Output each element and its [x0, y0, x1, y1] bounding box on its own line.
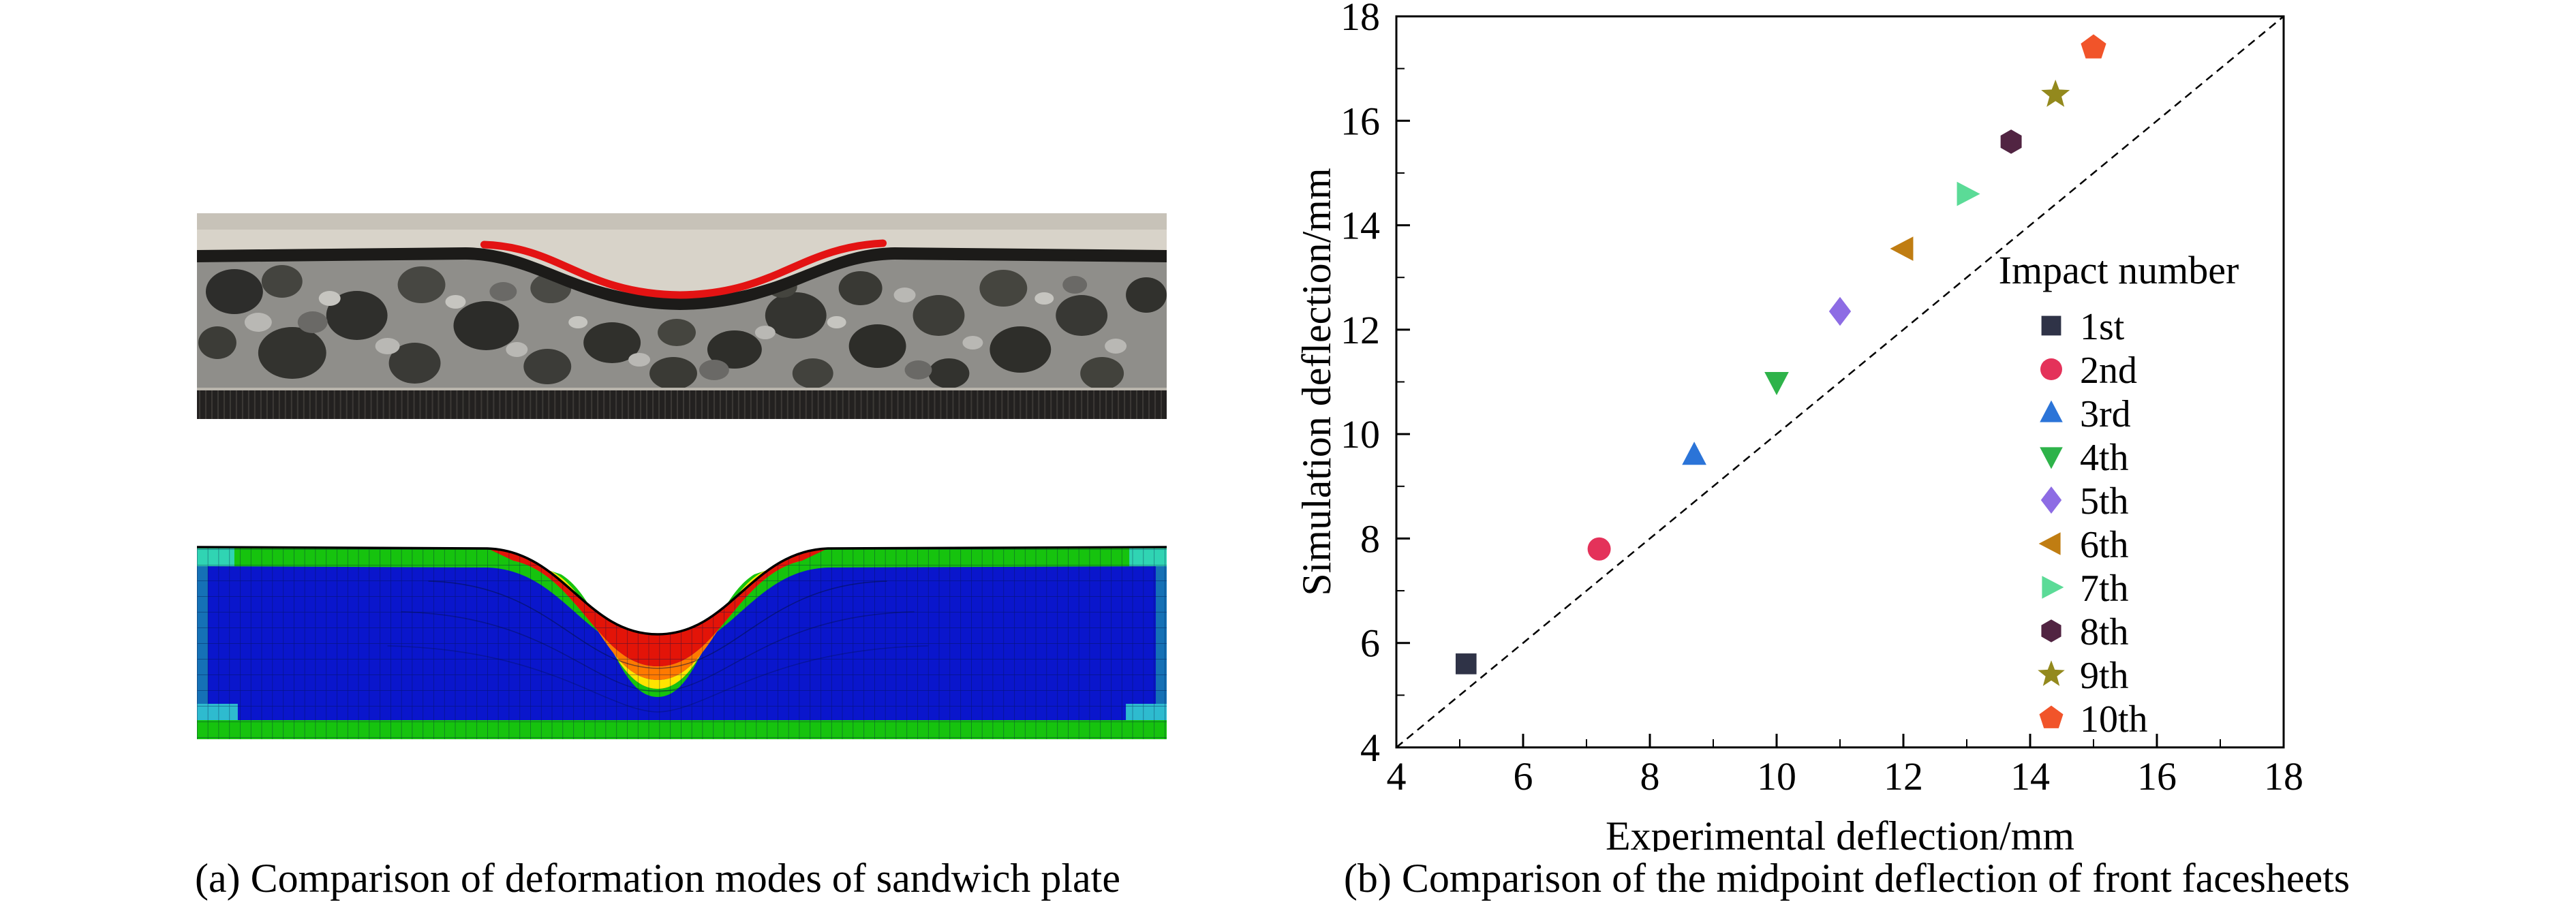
y-tick-label: 16: [1340, 99, 1380, 143]
experiment-photo: [197, 213, 1167, 419]
y-tick-label: 6: [1360, 621, 1380, 666]
bottom-facesheet: [197, 388, 1167, 419]
triangle-down-marker: [1764, 372, 1789, 396]
y-axis-title: Simulation deflection/mm: [1294, 168, 1339, 595]
axes-ticks: 4 6 8 10 12 14 16 18 4 6 8 10 12 14 16 18: [1340, 0, 2303, 798]
x-tick-label: 4: [1387, 754, 1407, 798]
hexagon-marker: [2041, 619, 2061, 642]
legend-label: 8th: [2080, 611, 2129, 653]
x-tick-label: 16: [2137, 754, 2177, 798]
y-tick-label: 8: [1360, 516, 1380, 561]
triangle-left-marker: [1890, 236, 1914, 261]
star-marker: [2038, 660, 2065, 686]
x-tick-label: 10: [1757, 754, 1796, 798]
x-tick-label: 8: [1640, 754, 1660, 798]
top-facesheet: [197, 247, 1167, 310]
y-tick-label: 18: [1340, 0, 1380, 39]
legend-label: 2nd: [2080, 350, 2137, 392]
x-tick-label: 12: [1884, 754, 1923, 798]
triangle-down-marker: [2040, 447, 2063, 469]
hexagon-marker: [2000, 129, 2022, 154]
scatter-chart: 4 6 8 10 12 14 16 18 4 6 8 10 12 14 16 18 Experimental d…: [1294, 0, 2303, 852]
square-marker: [1456, 653, 1477, 674]
circle-marker: [1587, 537, 1611, 561]
foam-core: [197, 258, 1167, 393]
x-tick-label: 6: [1514, 754, 1533, 798]
x-tick-label: 14: [2010, 754, 2050, 798]
legend-label: 7th: [2080, 568, 2129, 610]
triangle-right-marker: [1957, 181, 1980, 206]
square-marker: [2041, 315, 2061, 336]
triangle-left-marker: [2038, 532, 2061, 555]
identity-line: [1396, 16, 2284, 748]
legend: Impact number 1st2nd3rd4th5th6th7th8th9th…: [1999, 248, 2239, 741]
y-tick-label: 10: [1340, 412, 1380, 456]
diamond-marker: [1828, 296, 1852, 326]
simulation-graphic: [197, 546, 1167, 739]
diamond-marker: [2040, 486, 2062, 514]
legend-label: 4th: [2080, 437, 2129, 479]
triangle-up-marker: [1682, 441, 1706, 465]
deflection-curve-red: [480, 239, 887, 299]
simulation-image: [197, 533, 1167, 739]
x-tick-label: 18: [2264, 754, 2303, 798]
sim-mesh-grid: [197, 547, 1167, 739]
legend-label: 10th: [2080, 698, 2148, 741]
x-axis-title: Experimental deflection/mm: [1606, 813, 2074, 852]
legend-label: 9th: [2080, 655, 2129, 697]
triangle-up-marker: [2040, 400, 2063, 422]
experiment-photo-graphic: [197, 213, 1167, 419]
y-tick-label: 12: [1340, 308, 1380, 352]
legend-label: 1st: [2080, 306, 2125, 348]
legend-label: 5th: [2080, 480, 2129, 523]
photo-top-strip: [197, 213, 1167, 230]
triangle-right-marker: [2042, 576, 2064, 599]
data-points: [1456, 34, 2106, 674]
panel-b-caption: (b) Comparison of the midpoint deflectio…: [1343, 856, 2350, 901]
y-tick-label: 14: [1340, 204, 1380, 248]
star-marker: [2041, 79, 2070, 107]
pentagon-marker: [2081, 34, 2106, 59]
sim-surface-outline: [197, 546, 1167, 636]
circle-marker: [2040, 358, 2062, 380]
y-tick-label: 4: [1360, 726, 1380, 770]
legend-label: 6th: [2080, 524, 2129, 566]
legend-label: 3rd: [2080, 393, 2131, 435]
panel-a-caption: (a) Comparison of deformation modes of s…: [195, 856, 1120, 901]
pentagon-marker: [2039, 705, 2064, 728]
legend-title: Impact number: [1999, 248, 2239, 292]
